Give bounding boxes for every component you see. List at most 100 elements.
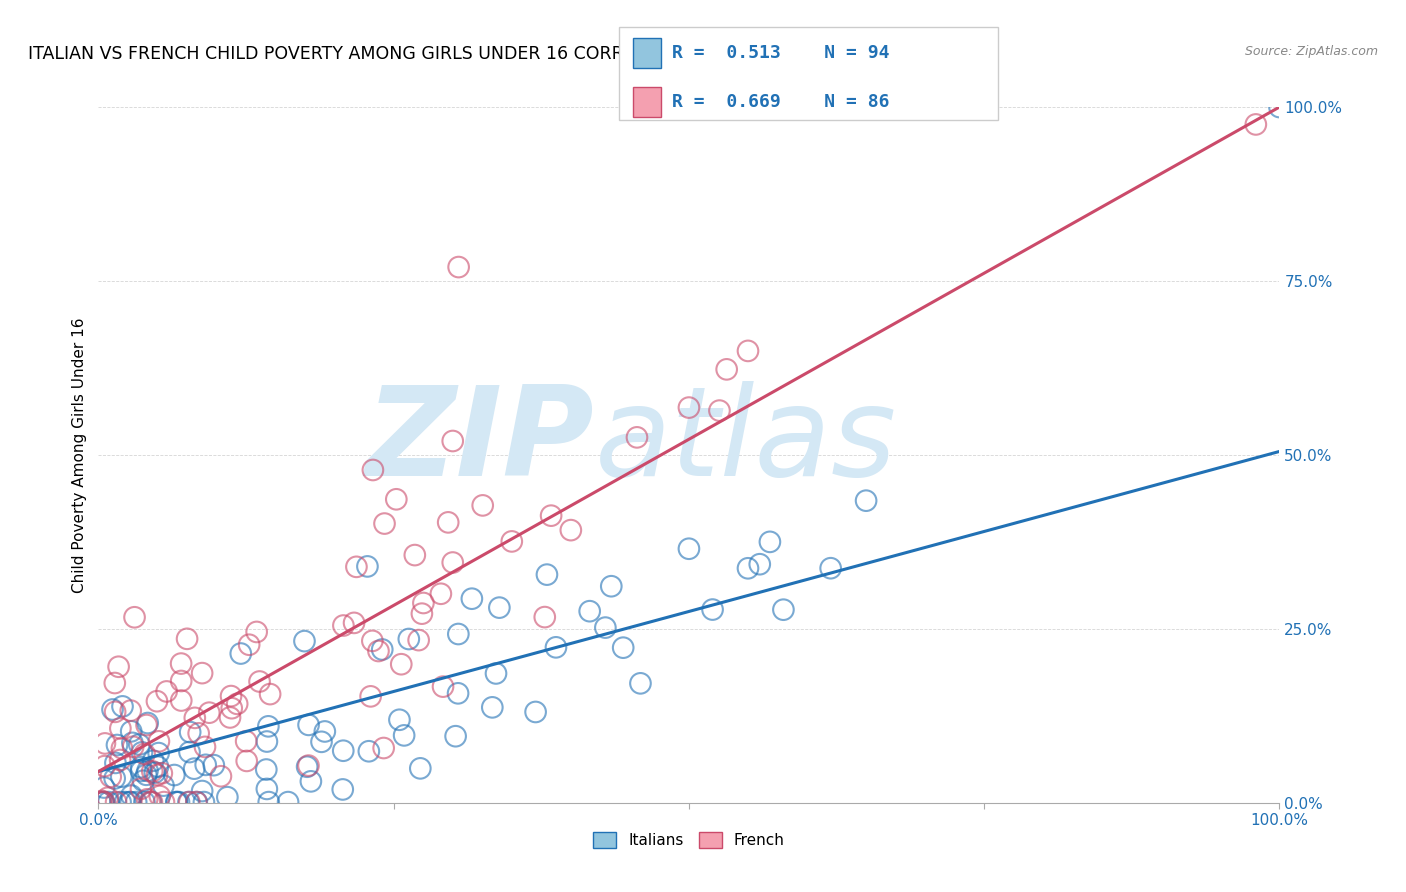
Point (533, 610, 555, 624)
Point (136, 792, 159, 806)
Point (179, 745, 201, 759)
Point (105, 795, 128, 809)
Point (314, 724, 336, 739)
Point (170, 673, 193, 688)
Point (235, 754, 257, 768)
Point (820, 561, 842, 575)
Point (136, 764, 159, 778)
Point (139, 795, 162, 809)
Point (678, 401, 700, 415)
Point (389, 657, 412, 672)
Point (110, 795, 132, 809)
Point (93, 795, 115, 809)
Point (194, 739, 217, 754)
Point (167, 795, 190, 809)
Point (135, 718, 157, 732)
Point (772, 603, 794, 617)
Point (148, 734, 170, 748)
Point (481, 700, 503, 714)
Point (560, 523, 582, 537)
Point (193, 795, 215, 809)
Point (398, 632, 420, 646)
Point (148, 746, 170, 760)
Point (104, 756, 127, 770)
Point (134, 747, 156, 761)
Point (702, 602, 724, 616)
Point (1244, 117, 1267, 131)
Point (678, 541, 700, 556)
Point (183, 762, 205, 776)
Point (149, 789, 172, 803)
Point (409, 761, 432, 775)
Point (104, 705, 127, 719)
Point (146, 768, 169, 782)
Point (299, 774, 322, 789)
Point (226, 697, 249, 711)
Point (343, 615, 366, 630)
Point (184, 711, 207, 725)
Point (120, 789, 142, 803)
Point (412, 596, 434, 610)
Point (217, 790, 239, 805)
Point (125, 795, 148, 809)
Point (104, 772, 127, 786)
Point (93, 759, 115, 773)
Point (166, 795, 188, 809)
Point (186, 795, 208, 809)
Point (90, 794, 112, 808)
Point (737, 343, 759, 358)
Point (179, 725, 201, 739)
Point (170, 693, 193, 707)
Point (221, 701, 243, 715)
Point (179, 795, 201, 809)
Point (297, 718, 319, 732)
Point (246, 624, 269, 639)
Point (249, 674, 271, 689)
Point (90, 795, 112, 809)
Text: ITALIAN VS FRENCH CHILD POVERTY AMONG GIRLS UNDER 16 CORRELATION CHART: ITALIAN VS FRENCH CHILD POVERTY AMONG GI… (28, 45, 762, 62)
Point (447, 686, 470, 700)
Point (444, 729, 467, 743)
Text: ZIP: ZIP (366, 381, 595, 501)
Point (202, 758, 225, 772)
Point (447, 627, 470, 641)
Point (471, 499, 494, 513)
Point (165, 795, 187, 809)
Point (356, 559, 378, 574)
Point (114, 795, 136, 809)
Point (143, 765, 166, 780)
Point (141, 764, 163, 779)
Point (129, 760, 152, 774)
Point (595, 621, 617, 635)
Point (235, 734, 257, 748)
Point (152, 779, 174, 793)
Point (170, 657, 193, 671)
Point (536, 567, 558, 582)
Point (163, 768, 186, 782)
Point (153, 795, 176, 809)
Point (146, 760, 169, 774)
Point (373, 741, 395, 756)
Point (105, 738, 128, 752)
Point (388, 713, 411, 727)
Point (128, 738, 150, 752)
Point (134, 795, 156, 809)
Point (256, 781, 278, 796)
Point (404, 548, 426, 562)
Point (544, 640, 567, 655)
Point (408, 633, 430, 648)
Text: R =  0.513    N = 94: R = 0.513 N = 94 (672, 44, 890, 62)
Point (120, 724, 142, 739)
Point (385, 492, 408, 507)
Point (488, 600, 510, 615)
Point (441, 434, 464, 448)
Point (108, 753, 131, 767)
Point (709, 403, 731, 417)
Point (93, 795, 115, 809)
Point (156, 684, 179, 698)
Point (256, 734, 278, 748)
Point (392, 728, 415, 742)
Point (461, 591, 484, 606)
Point (118, 795, 141, 809)
Point (101, 702, 124, 716)
